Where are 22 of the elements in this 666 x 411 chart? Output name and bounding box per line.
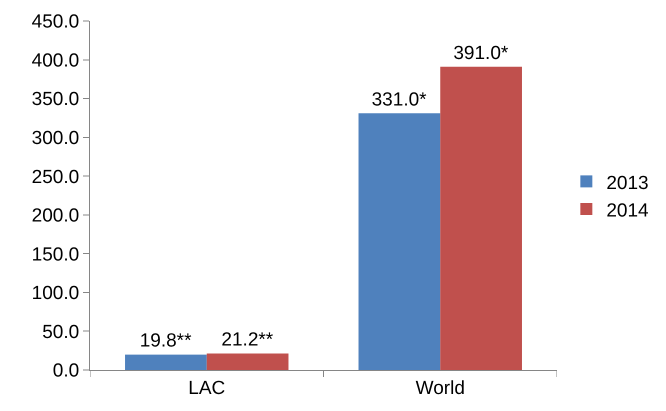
legend-label: 2013: [606, 172, 649, 194]
y-tick-label: 100.0: [32, 283, 80, 304]
y-tick-label: 400.0: [32, 50, 80, 72]
data-label: 19.8**: [140, 330, 192, 352]
x-tick-label: World: [416, 378, 465, 399]
bar: [125, 354, 207, 370]
bar: [358, 113, 440, 370]
y-tick-label: 450.0: [32, 12, 80, 33]
y-tick-label: 350.0: [32, 89, 80, 110]
y-tick-label: 250.0: [32, 166, 80, 188]
y-tick-label: 200.0: [32, 206, 80, 227]
y-tick-label: 300.0: [32, 128, 80, 149]
y-tick-label: 50.0: [42, 322, 80, 343]
y-tick-label: 150.0: [32, 244, 80, 266]
y-tick-label: 0.0: [52, 360, 80, 382]
data-label: 391.0*: [453, 42, 509, 64]
legend-label: 2014: [606, 200, 650, 222]
x-tick-label: LAC: [188, 378, 226, 399]
data-label: 331.0*: [372, 89, 428, 110]
bar: [440, 66, 522, 370]
bar: [206, 354, 288, 370]
data-label: 21.2**: [221, 330, 274, 351]
